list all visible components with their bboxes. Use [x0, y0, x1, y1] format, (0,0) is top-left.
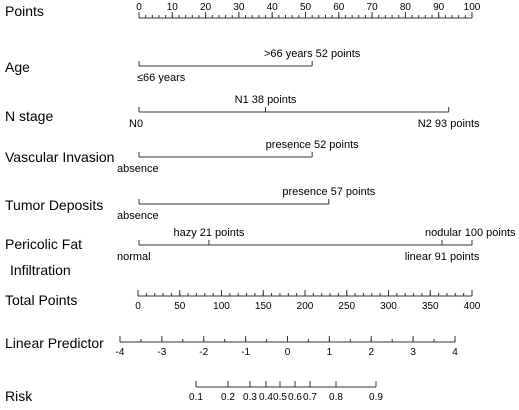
total-tick-label: 50 — [174, 301, 186, 312]
linear-tick-label: 2 — [368, 347, 374, 358]
linear-label: Linear Predictor — [5, 335, 104, 351]
pericolic-level-label: nodular 100 points — [425, 227, 516, 239]
risk-tick-label: 0.7 — [303, 392, 317, 403]
risk-tick-label: 0.2 — [221, 392, 235, 403]
risk-tick-label: 0.9 — [369, 392, 383, 403]
points-tick-label: 50 — [300, 2, 312, 13]
points-tick-label: 40 — [267, 2, 279, 13]
linear-tick-label: 0 — [285, 347, 291, 358]
vascular-label: Vascular Invasion — [5, 149, 114, 165]
risk-tick-label: 0.1 — [189, 392, 203, 403]
total-label: Total Points — [5, 292, 77, 308]
points-tick-label: 0 — [136, 2, 142, 13]
tumor-level-label: absence — [117, 210, 159, 222]
risk-label: Risk — [5, 388, 33, 404]
risk-tick-label: 0.4 — [259, 392, 273, 403]
vascular-level-label: presence 52 points — [266, 139, 359, 151]
points-tick-label: 60 — [333, 2, 345, 13]
risk-tick-label: 0.3 — [243, 392, 257, 403]
linear-tick-label: 1 — [327, 347, 333, 358]
pericolic-level-label: normal — [117, 251, 151, 263]
total-tick-label: 0 — [135, 301, 141, 312]
points-tick-label: 90 — [433, 2, 445, 13]
risk-tick-label: 0.6 — [288, 392, 302, 403]
risk-tick-label: 0.8 — [329, 392, 343, 403]
linear-tick-label: -3 — [157, 347, 166, 358]
total-tick-label: 300 — [380, 301, 397, 312]
points-tick-label: 70 — [367, 2, 379, 13]
points-tick-label: 100 — [464, 2, 481, 13]
risk-tick-label: 0.5 — [273, 392, 287, 403]
n_stage-level-label: N2 93 points — [418, 118, 480, 130]
n_stage-level-label: N1 38 points — [235, 94, 297, 106]
total-tick-label: 150 — [255, 301, 272, 312]
age-level-label: >66 years 52 points — [264, 48, 361, 60]
total-tick-label: 250 — [338, 301, 355, 312]
age-level-label: ≤66 years — [137, 72, 186, 84]
points-tick-label: 10 — [167, 2, 179, 13]
n_stage-label: N stage — [5, 108, 53, 124]
linear-tick-label: -2 — [199, 347, 208, 358]
tumor-label: Tumor Deposits — [5, 197, 103, 213]
points-tick-label: 80 — [400, 2, 412, 13]
vascular-level-label: absence — [117, 163, 159, 175]
total-tick-label: 200 — [297, 301, 314, 312]
pericolic-label-2: Infiltration — [10, 262, 71, 278]
pericolic-label: Pericolic Fat — [5, 236, 82, 252]
points-label: Points — [5, 3, 44, 19]
points-tick-label: 30 — [233, 2, 245, 13]
n_stage-level-label: N0 — [129, 118, 143, 130]
age-label: Age — [5, 59, 30, 75]
linear-tick-label: 4 — [452, 347, 458, 358]
linear-tick-label: -4 — [116, 347, 125, 358]
pericolic-level-label: linear 91 points — [405, 251, 480, 263]
points-tick-label: 20 — [200, 2, 212, 13]
total-tick-label: 400 — [464, 301, 481, 312]
tumor-level-label: presence 57 points — [282, 186, 375, 198]
linear-tick-label: 3 — [410, 347, 416, 358]
pericolic-level-label: hazy 21 points — [173, 227, 244, 239]
total-tick-label: 350 — [422, 301, 439, 312]
linear-tick-label: -1 — [241, 347, 250, 358]
total-tick-label: 100 — [213, 301, 230, 312]
